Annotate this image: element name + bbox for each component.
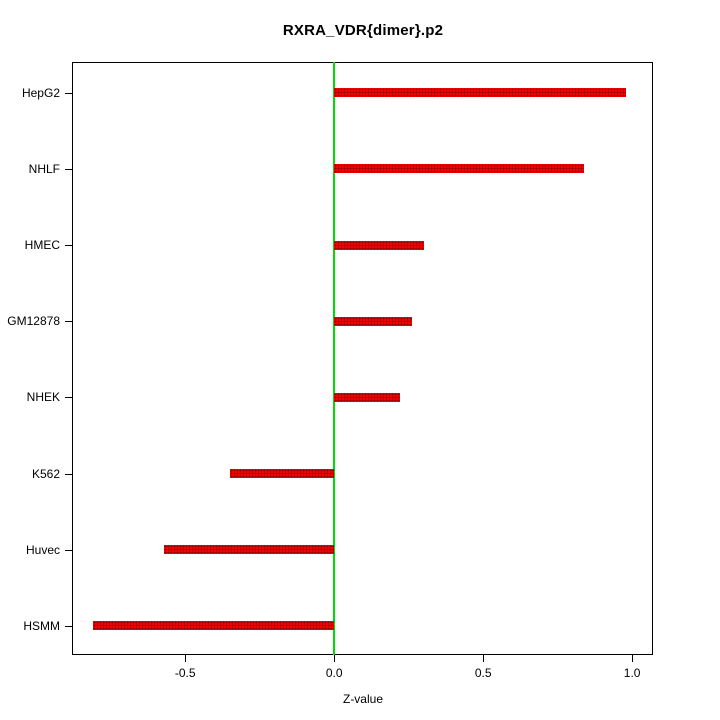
y-label-gm12878: GM12878 [7, 314, 60, 329]
bar-nhlf [334, 164, 585, 174]
chart-title: RXRA_VDR{dimer}.p2 [282, 22, 444, 39]
y-label-huvec: Huvec [25, 542, 60, 557]
y-label-hsmm: HSMM [23, 618, 60, 633]
y-label-hepg2: HepG2 [21, 85, 60, 100]
zero-reference-line [333, 62, 336, 655]
x-tick [632, 655, 634, 662]
y-tick [65, 625, 72, 627]
y-tick [65, 245, 72, 247]
x-tick [483, 655, 485, 662]
plot-frame [72, 62, 653, 655]
y-tick [65, 397, 72, 399]
y-tick [65, 473, 72, 475]
bar-k562 [229, 469, 335, 479]
plot-area [72, 62, 653, 655]
x-axis-title: Z-value [342, 692, 383, 706]
y-label-hmec: HMEC [24, 238, 60, 253]
x-tick-label: 1.0 [623, 666, 641, 680]
y-label-nhek: NHEK [26, 390, 60, 405]
y-tick [65, 92, 72, 94]
y-tick [65, 549, 72, 551]
x-tick [185, 655, 187, 662]
x-tick-label: 0.5 [474, 666, 492, 680]
bar-hmec [334, 240, 424, 250]
x-tick [334, 655, 336, 662]
bar-hsmm [92, 621, 335, 631]
y-tick [65, 321, 72, 323]
bar-huvec [164, 545, 335, 555]
bar-nhek [334, 392, 400, 402]
bar-hepg2 [334, 88, 627, 98]
x-tick-label: 0.0 [325, 666, 343, 680]
x-tick-label: -0.5 [174, 666, 196, 680]
bar-gm12878 [334, 316, 412, 326]
y-label-k562: K562 [31, 466, 60, 481]
y-label-nhlf: NHLF [28, 161, 60, 176]
y-tick [65, 168, 72, 170]
